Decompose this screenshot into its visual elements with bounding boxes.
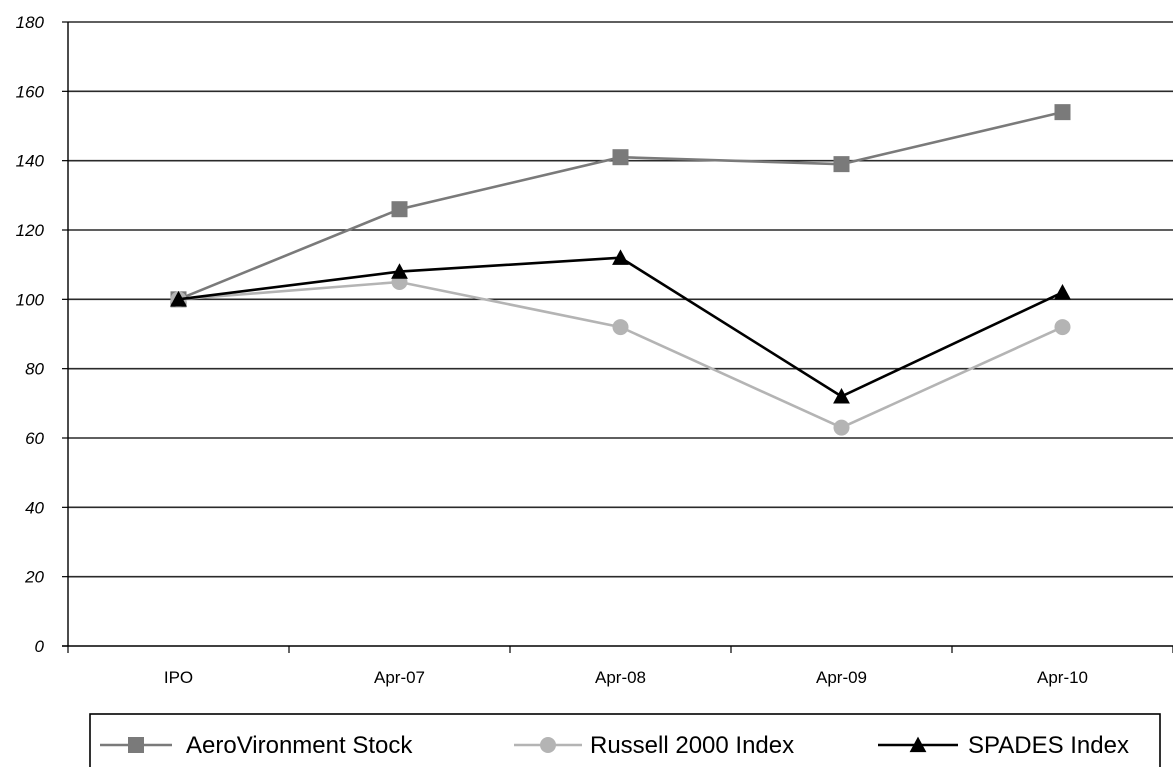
data-point	[833, 419, 850, 436]
legend-marker	[540, 737, 556, 753]
y-tick-label: 40	[25, 498, 44, 517]
data-point	[170, 290, 187, 307]
legend-label: AeroVironment Stock	[186, 732, 413, 759]
data-point	[612, 149, 629, 166]
x-axis-ticks: IPO Apr-07 Apr-08 Apr-09 Apr-10	[67, 646, 1173, 687]
legend: AeroVironment Stock Russell 2000 Index SPA…	[89, 713, 1161, 767]
legend-entry: Russell 2000 Index	[514, 732, 794, 759]
y-tick-label: 0	[35, 637, 45, 656]
data-point	[391, 201, 408, 218]
x-tick-label: Apr-09	[816, 668, 867, 687]
data-point	[1054, 319, 1071, 336]
x-tick-label: Apr-08	[595, 668, 646, 687]
data-point	[391, 263, 408, 279]
series-russell-2000-index	[170, 274, 1071, 436]
data-point	[833, 388, 850, 404]
y-tick-label: 180	[16, 13, 45, 32]
y-tick-label: 60	[25, 429, 44, 448]
legend-marker	[128, 737, 144, 753]
y-axis-ticks: 0 20 40 60 80 100 120 140 160 180	[16, 13, 68, 656]
x-tick-label: Apr-10	[1037, 668, 1088, 687]
y-tick-label: 20	[24, 568, 44, 587]
series-line	[178, 110, 1063, 301]
data-point	[1054, 104, 1071, 121]
y-tick-label: 120	[16, 221, 45, 240]
y-tick-label: 160	[16, 82, 45, 101]
axes	[62, 22, 1173, 647]
legend-box	[89, 713, 1161, 767]
series-spades-index	[170, 249, 1071, 404]
x-tick-label: Apr-07	[374, 668, 425, 687]
data-point	[833, 156, 850, 173]
series-aerovironment-stock	[170, 104, 1071, 308]
data-point	[612, 249, 629, 265]
y-tick-label: 80	[25, 360, 44, 379]
data-point	[612, 319, 629, 336]
legend-marker	[909, 736, 927, 753]
legend-label: SPADES Index	[968, 732, 1129, 759]
y-tick-label: 140	[16, 152, 45, 171]
y-tick-label: 100	[16, 290, 45, 309]
data-point	[1054, 284, 1071, 300]
gridlines	[68, 21, 1173, 578]
x-tick-label: IPO	[164, 668, 193, 687]
legend-entry: SPADES Index	[878, 732, 1129, 759]
legend-entry: AeroVironment Stock	[100, 732, 413, 759]
series-group	[170, 104, 1071, 436]
legend-label: Russell 2000 Index	[590, 732, 794, 759]
